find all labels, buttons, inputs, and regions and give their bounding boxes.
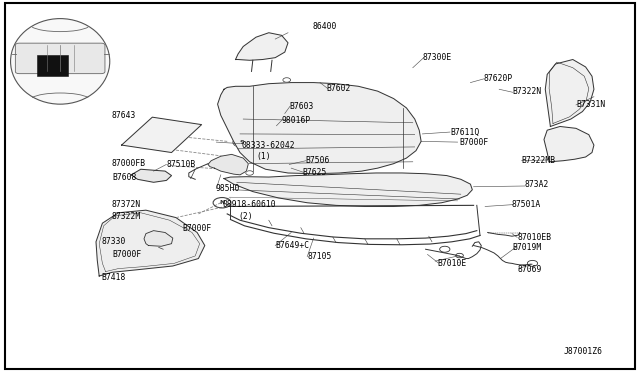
Text: B7331N: B7331N [576,100,605,109]
Text: B7000F: B7000F [460,138,489,147]
Polygon shape [544,126,594,162]
Polygon shape [144,231,173,246]
Text: 87322M: 87322M [112,212,141,221]
Text: B7322MB: B7322MB [522,156,556,165]
Text: 87501A: 87501A [512,200,541,209]
FancyBboxPatch shape [15,43,105,74]
Text: (2): (2) [238,212,253,221]
Text: 87105: 87105 [307,252,332,261]
Text: 86400: 86400 [312,22,337,31]
Polygon shape [224,173,472,206]
Text: B7000F: B7000F [182,224,212,233]
Polygon shape [545,60,594,126]
Text: 87300E: 87300E [422,53,452,62]
Text: 87372N: 87372N [112,200,141,209]
Polygon shape [96,210,205,276]
Text: 08333-62042: 08333-62042 [242,141,296,150]
Text: 87620P: 87620P [483,74,513,83]
Text: B7019M: B7019M [512,243,541,252]
Text: 87643: 87643 [112,111,136,120]
Text: N: N [220,200,225,205]
Polygon shape [218,83,421,174]
Text: B7322N: B7322N [512,87,541,96]
Ellipse shape [10,19,110,104]
Polygon shape [208,154,248,175]
Text: J87001Z6: J87001Z6 [563,347,602,356]
Text: B7625: B7625 [302,168,326,177]
Text: 87330: 87330 [101,237,125,246]
Polygon shape [122,117,202,153]
Polygon shape [236,33,288,60]
Text: 985H0: 985H0 [215,184,239,193]
Text: B7418: B7418 [101,273,125,282]
Text: 873A2: 873A2 [525,180,549,189]
Text: B7010E: B7010E [437,259,467,267]
Text: 87010EB: 87010EB [517,233,551,242]
Bar [37,55,68,76]
Text: 08918-60610: 08918-60610 [223,201,276,209]
Text: 87000FB: 87000FB [112,159,146,168]
Polygon shape [131,169,172,182]
Text: (1): (1) [256,153,271,161]
Text: B7506: B7506 [305,156,330,165]
Text: B7649+C: B7649+C [275,241,309,250]
Text: B7603: B7603 [289,102,314,111]
Text: B7611Q: B7611Q [450,128,479,137]
Text: 87069: 87069 [517,265,541,274]
Text: B7602: B7602 [326,84,351,93]
Text: 87510B: 87510B [166,160,196,169]
Text: 98016P: 98016P [282,116,311,125]
Text: B7000F: B7000F [112,250,141,259]
Text: B7608: B7608 [112,173,136,182]
Text: S: S [239,140,244,145]
